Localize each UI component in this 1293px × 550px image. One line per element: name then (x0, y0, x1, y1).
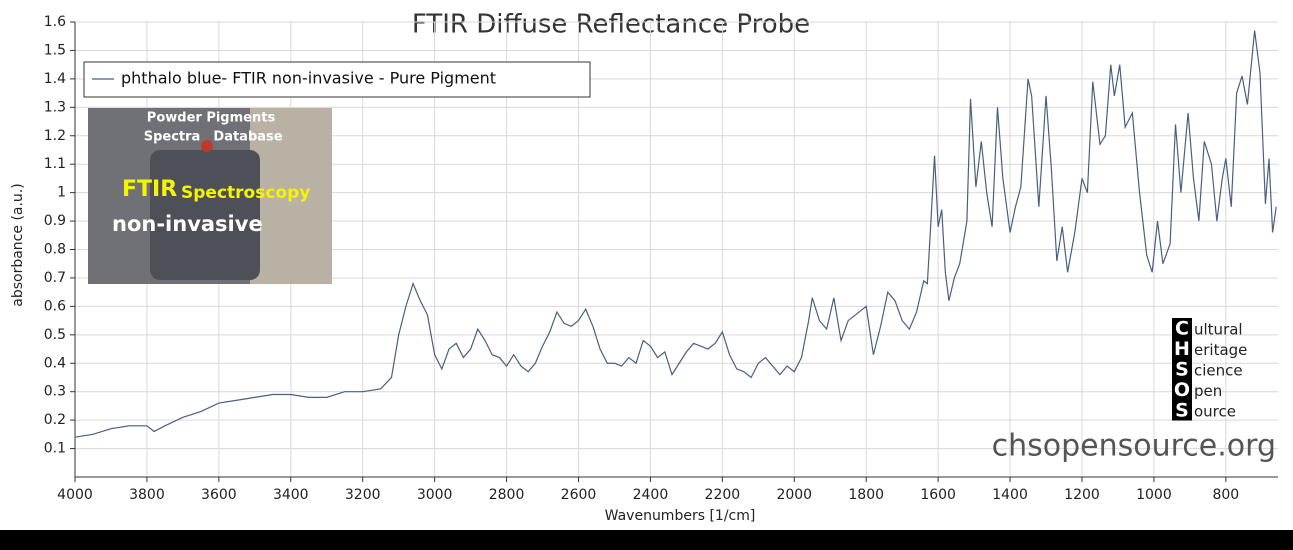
logo-word: pen (1194, 382, 1222, 400)
x-tick-label: 4000 (57, 487, 93, 503)
inset-text: Spectra (144, 130, 201, 145)
inset-text: Spectroscopy (181, 183, 310, 203)
x-tick-label: 3200 (345, 487, 381, 503)
y-tick-label: 1.3 (44, 99, 66, 115)
inset-device (150, 150, 260, 280)
legend-label: phthalo blue- FTIR non-invasive - Pure P… (121, 69, 496, 88)
x-tick-label: 3600 (201, 487, 237, 503)
logo-letter: S (1175, 359, 1189, 381)
watermark: chsopensource.org (992, 429, 1276, 464)
x-axis-label: Wavenumbers [1/cm] (605, 508, 756, 524)
x-tick-label: 1400 (992, 487, 1028, 503)
y-tick-label: 0.7 (44, 270, 66, 286)
inset-text: Powder Pigments (147, 111, 276, 126)
y-tick-label: 1.5 (44, 42, 66, 58)
bottom-bar (0, 530, 1293, 550)
x-tick-label: 2000 (776, 487, 812, 503)
logo-letter: S (1175, 400, 1189, 422)
legend: phthalo blue- FTIR non-invasive - Pure P… (83, 61, 591, 98)
y-tick-label: 1.2 (44, 128, 66, 144)
logo-letter-box (1172, 318, 1192, 339)
logo-letter: O (1174, 379, 1190, 401)
inset-led (201, 140, 213, 152)
y-tick-label: 0.6 (44, 298, 66, 314)
legend-box (83, 61, 591, 98)
logo-letter-box (1172, 400, 1192, 421)
chart-title: FTIR Diffuse Reflectance Probe (412, 10, 810, 40)
x-tick-label: 2200 (705, 487, 741, 503)
logo-letter-box (1172, 379, 1192, 400)
y-tick-label: 1.4 (44, 71, 66, 87)
grid: 0.1 0.2 0.3 0.4 0.5 0.6 0.7 0.8 0.9 1 1.1 1.2 1.3 1.4… (44, 14, 1278, 503)
logo-letter: H (1174, 338, 1190, 360)
data-line (74, 30, 1277, 438)
inset-text: Database (213, 130, 282, 145)
x-tick-label: 2600 (561, 487, 597, 503)
logo-letter-box (1172, 338, 1192, 359)
logo-word: eritage (1194, 341, 1247, 359)
logo-word: ource (1194, 403, 1236, 421)
y-tick-label: 0.1 (44, 441, 66, 457)
x-tick-label: 2800 (489, 487, 525, 503)
y-tick-label: 0.8 (44, 242, 66, 258)
y-tick-label: 1.1 (44, 156, 66, 172)
y-tick-label: 1.6 (44, 14, 66, 30)
inset-text: non-invasive (112, 212, 263, 236)
x-tick-label: 1200 (1064, 487, 1100, 503)
logo-letter: C (1175, 318, 1189, 340)
y-tick-label: 0.9 (44, 213, 66, 229)
y-tick-label: 1 (57, 185, 66, 201)
x-tick-label: 800 (1212, 487, 1239, 503)
y-tick-label: 0.2 (44, 412, 66, 428)
x-tick-label: 1000 (1136, 487, 1172, 503)
y-axis-label: absorbance (a.u.) (10, 183, 26, 306)
plot (74, 30, 1277, 438)
logo-word: ultural (1194, 321, 1243, 339)
y-tick-label: 0.5 (44, 327, 66, 343)
x-tick-label: 3800 (129, 487, 165, 503)
x-tick-label: 1800 (848, 487, 884, 503)
inset-text: FTIR (122, 177, 177, 202)
logo-word: cience (1194, 362, 1243, 380)
inset-image: Powder Pigments Spectra Database FTIR Sp… (88, 108, 332, 284)
x-tick-label: 3000 (417, 487, 453, 503)
y-tick-label: 0.4 (44, 355, 66, 371)
y-tick-label: 0.3 (44, 384, 66, 400)
x-tick-label: 1600 (920, 487, 956, 503)
logo-letter-box (1172, 359, 1192, 380)
x-tick-label: 3400 (273, 487, 309, 503)
x-tick-label: 2400 (633, 487, 669, 503)
inset-wall (250, 108, 332, 284)
